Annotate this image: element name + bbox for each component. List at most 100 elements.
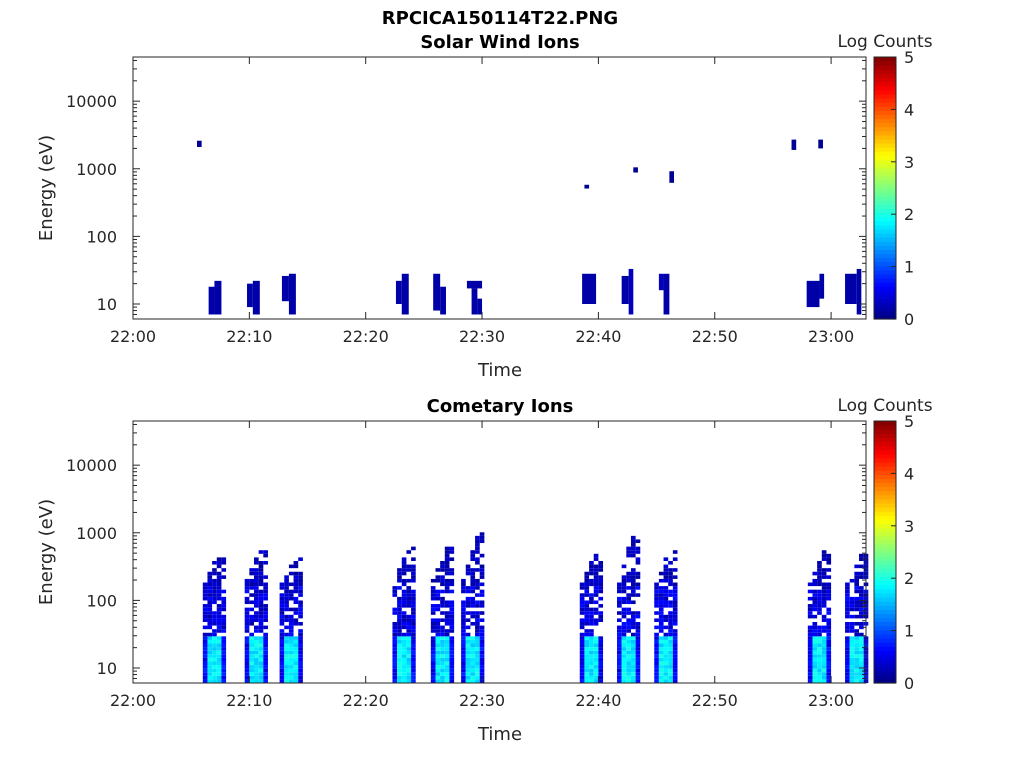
heatmap-cell xyxy=(392,589,398,594)
heatmap-cell xyxy=(449,607,455,612)
heatmap-cell xyxy=(849,679,855,683)
heatmap-cell xyxy=(626,621,631,626)
colorbar-segment xyxy=(874,633,896,639)
colorbar-segment xyxy=(874,216,896,222)
heatmap-cell xyxy=(202,643,208,648)
heatmap-cell xyxy=(293,575,299,579)
heatmap-cell xyxy=(663,657,669,662)
heatmap-cell xyxy=(293,672,299,676)
x-axis-label-cometary: Time xyxy=(477,724,522,745)
heatmap-cell xyxy=(279,596,285,601)
heatmap-cell xyxy=(821,650,827,655)
heatmap-cell xyxy=(440,647,445,651)
heatmap-cell xyxy=(672,621,678,626)
heatmap-cell xyxy=(212,629,217,633)
heatmap-cell xyxy=(221,661,227,666)
heatmap-cell xyxy=(817,568,822,572)
heatmap-cell xyxy=(854,636,860,640)
heatmap-cell xyxy=(630,575,636,579)
heatmap-cell xyxy=(630,589,636,594)
heatmap-cell xyxy=(475,546,480,551)
heatmap-cell xyxy=(258,607,264,612)
heatmap-cell xyxy=(406,636,412,640)
heatmap-cell xyxy=(654,636,659,640)
heatmap-cell xyxy=(617,604,622,608)
heatmap-cell xyxy=(845,582,850,587)
heatmap-cell xyxy=(279,582,285,587)
heatmap-cell xyxy=(658,639,664,644)
x-tick-label: 22:40 xyxy=(575,327,621,346)
heatmap-cell xyxy=(470,550,476,554)
heatmap-cell xyxy=(430,654,436,658)
heatmap-cell xyxy=(663,643,669,648)
colorbar-segment xyxy=(874,57,896,62)
heatmap-cell xyxy=(254,560,259,565)
heatmap-cell xyxy=(288,593,294,597)
heatmap-cell xyxy=(821,596,827,601)
colorbar-label-cometary: Log Counts xyxy=(837,396,932,416)
heatmap-cell xyxy=(401,593,407,597)
heatmap-cell xyxy=(598,611,604,615)
heatmap-cell xyxy=(401,560,407,565)
heatmap-cell xyxy=(470,568,476,572)
heatmap-cell xyxy=(579,582,585,587)
heatmap-cell xyxy=(444,553,450,558)
heatmap-cell xyxy=(244,679,250,683)
heatmap-cell xyxy=(221,596,227,601)
heatmap-cell xyxy=(298,657,303,662)
heatmap-cell xyxy=(826,625,832,630)
heatmap-cell xyxy=(658,604,664,608)
heatmap-cell xyxy=(626,571,631,576)
heatmap-cell xyxy=(635,582,641,587)
heatmap-cell xyxy=(584,614,590,619)
heatmap-cell xyxy=(475,539,480,544)
heatmap-cell xyxy=(654,668,659,673)
heatmap-cell xyxy=(579,657,585,662)
heatmap-cell xyxy=(207,621,213,626)
heatmap-cell xyxy=(621,665,627,669)
heatmap-cell xyxy=(263,553,268,558)
heatmap-cell xyxy=(461,614,466,619)
colorbar-segment xyxy=(874,650,896,655)
colorbar-segment xyxy=(874,261,896,267)
heatmap-cell xyxy=(672,589,678,594)
heatmap-cell xyxy=(621,679,627,683)
heatmap-cell xyxy=(263,657,268,662)
heatmap-cell xyxy=(254,668,259,673)
heatmap-cell xyxy=(440,589,445,594)
colorbar-segment xyxy=(874,65,896,70)
heatmap-cell xyxy=(397,665,402,669)
colorbar-segment xyxy=(874,666,896,672)
heatmap-cell xyxy=(212,621,217,626)
heatmap-cell xyxy=(663,668,669,673)
heatmap-cell xyxy=(435,621,441,626)
heatmap-cell xyxy=(621,639,627,644)
heatmap-cell xyxy=(279,618,285,622)
heatmap-cell xyxy=(449,582,455,587)
heatmap-cell xyxy=(621,657,627,662)
heatmap-cell xyxy=(654,665,659,669)
heatmap-cell xyxy=(821,553,827,558)
heatmap-cell xyxy=(435,618,441,622)
heatmap-cell xyxy=(812,593,818,597)
heatmap-cell xyxy=(475,593,480,597)
heatmap-cell xyxy=(470,604,476,608)
heatmap-cell xyxy=(854,582,860,587)
heatmap-cell xyxy=(411,575,416,579)
heatmap-cell xyxy=(288,625,294,630)
heatmap-cell xyxy=(821,661,827,666)
heatmap-cell xyxy=(202,604,208,608)
heatmap-cell xyxy=(598,654,604,658)
heatmap-cell xyxy=(812,665,818,669)
heatmap-cell xyxy=(579,647,585,651)
heatmap-cell xyxy=(672,654,678,658)
heatmap-cell xyxy=(817,675,822,680)
heatmap-cell xyxy=(475,618,480,622)
heatmap-cell xyxy=(202,661,208,666)
heatmap-cell xyxy=(411,665,416,669)
heatmap-cell xyxy=(859,636,864,640)
heatmap-cell xyxy=(635,586,641,590)
heatmap-cell xyxy=(807,672,813,676)
heatmap-cell xyxy=(258,578,264,583)
heatmap-cell xyxy=(288,589,294,594)
